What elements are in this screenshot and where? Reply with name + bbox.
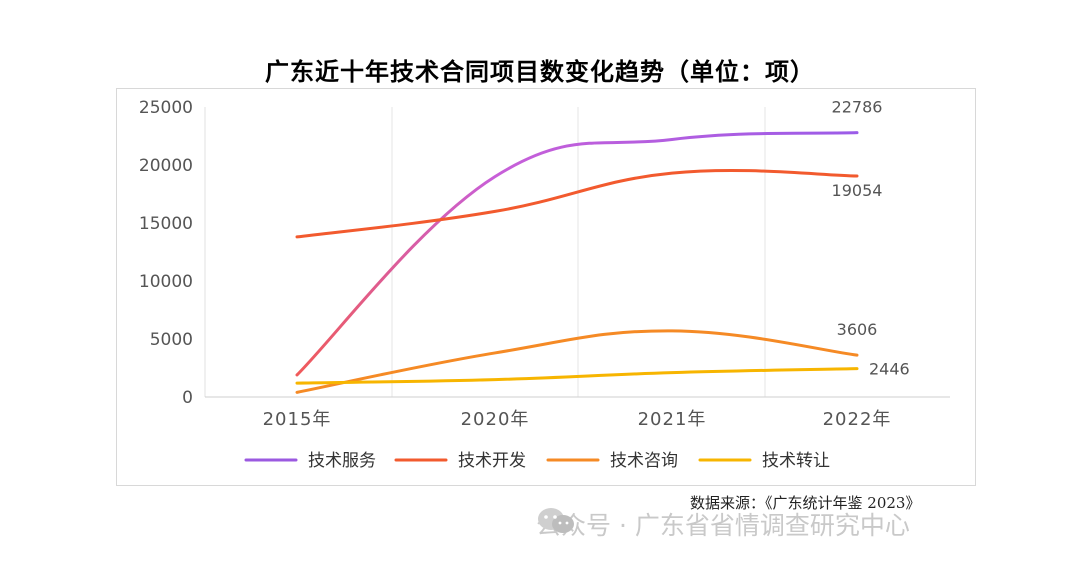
data-label: 2446 [869, 360, 910, 379]
y-tick-label: 20000 [139, 156, 193, 176]
legend-label: 技术服务 [308, 451, 376, 471]
y-tick-label: 5000 [150, 330, 193, 350]
series-line-1 [295, 131, 859, 377]
wechat-icon [538, 508, 574, 533]
x-tick-label: 2022年 [823, 409, 892, 430]
legend-label: 技术开发 [458, 451, 526, 471]
chart-frame [116, 88, 976, 486]
series-line-4 [295, 367, 859, 385]
watermark: 公众号 · 广东省省情调查研究中心 [536, 506, 910, 542]
y-tick-label: 10000 [139, 272, 193, 292]
series-line-2 [295, 168, 859, 239]
chart-title: 广东近十年技术合同项目数变化趋势（单位：项） [265, 57, 815, 86]
series-line-3 [295, 329, 859, 394]
x-tick-label: 2020年 [461, 409, 530, 430]
data-label: 22786 [832, 98, 883, 117]
data-label: 3606 [837, 320, 878, 339]
legend-label: 技术转让 [762, 451, 830, 471]
legend-label: 技术咨询 [610, 451, 678, 471]
x-tick-label: 2015年 [263, 409, 332, 430]
y-tick-label: 25000 [139, 98, 193, 118]
watermark-text: 公众号 · 广东省省情调查研究中心 [536, 511, 910, 540]
data-source: 数据来源：《广东统计年鉴 2023》 [690, 494, 921, 512]
data-label: 19054 [832, 181, 883, 200]
x-tick-label: 2021年 [638, 409, 707, 430]
y-tick-label: 15000 [139, 214, 193, 234]
y-tick-label: 0 [182, 388, 193, 408]
